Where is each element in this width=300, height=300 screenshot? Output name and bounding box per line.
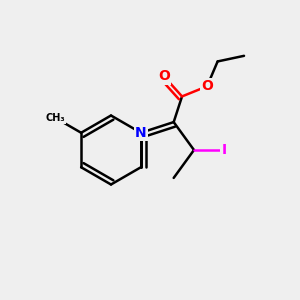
Text: O: O [201, 79, 213, 93]
Text: N: N [135, 126, 147, 140]
Text: CH₃: CH₃ [45, 113, 65, 123]
Text: I: I [221, 143, 226, 157]
Text: N: N [135, 126, 147, 140]
Text: O: O [158, 69, 170, 83]
